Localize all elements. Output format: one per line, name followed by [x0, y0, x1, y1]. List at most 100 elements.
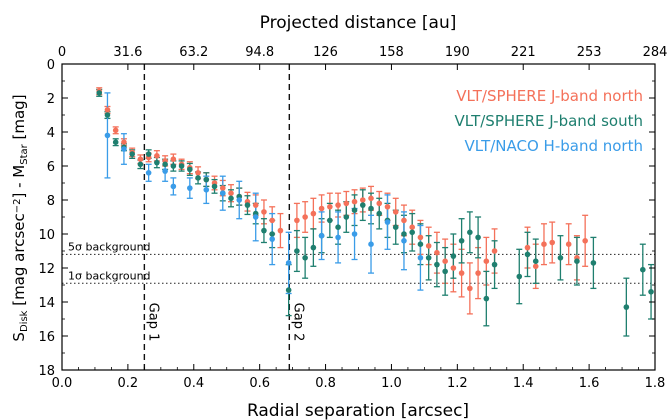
data-point	[409, 229, 415, 236]
x-tick-label: 0.4	[183, 376, 204, 391]
top-tick-label: 31.6	[113, 45, 142, 60]
data-point	[187, 185, 193, 191]
data-point	[96, 90, 103, 96]
x-tick-label: 0.8	[315, 376, 336, 391]
data-point	[112, 139, 119, 145]
x-tick-label: 1.4	[513, 376, 534, 391]
data-point	[623, 304, 630, 310]
data-point	[335, 234, 341, 241]
top-tick-label: 221	[511, 45, 536, 60]
data-point	[392, 224, 399, 230]
data-point	[442, 268, 448, 275]
top-tick-label: 126	[313, 45, 338, 60]
gap-label: Gap 1	[145, 303, 160, 342]
data-point	[285, 287, 292, 293]
data-point	[491, 261, 498, 268]
data-point	[640, 266, 646, 273]
axis-labels: 0.0 0.2 0.4 0.6 0.8 1.0 1.2 1.4 1.6 1.8 0 31.6 63.2 9…	[38, 45, 667, 391]
data-point	[574, 258, 580, 265]
data-point	[285, 260, 292, 266]
data-point	[310, 244, 317, 251]
data-point	[417, 234, 424, 241]
data-point	[376, 200, 383, 207]
y-tick-label: 0	[47, 58, 55, 73]
data-point	[145, 170, 152, 176]
legend: VLT/SPHERE J-band north VLT/SPHERE J-band…	[455, 87, 643, 155]
data-point	[269, 217, 275, 224]
data-point	[475, 270, 481, 276]
data-point	[450, 253, 457, 259]
data-point	[458, 270, 465, 276]
y-tick-label: 6	[47, 160, 55, 175]
top-tick-label: 253	[577, 45, 602, 60]
x-tick-label: 1.8	[645, 376, 666, 391]
data-point	[368, 195, 374, 202]
data-point	[154, 159, 160, 166]
data-point	[203, 187, 210, 193]
data-point	[302, 214, 308, 220]
data-point	[104, 132, 111, 139]
data-point	[557, 254, 564, 261]
data-point	[170, 183, 177, 190]
y-tick-label: 18	[38, 364, 55, 379]
data-point	[384, 204, 391, 210]
y-tick-label: 4	[47, 126, 55, 141]
data-point	[483, 295, 490, 302]
top-tick-label: 284	[643, 45, 668, 60]
data-point	[252, 202, 259, 208]
data-point	[516, 273, 523, 280]
data-point	[129, 151, 135, 157]
data-point	[458, 238, 465, 244]
data-point	[524, 251, 531, 258]
data-point	[137, 161, 144, 168]
x-tick-label: 0.0	[52, 376, 73, 391]
y-tick-label: 14	[38, 296, 55, 311]
data-point	[491, 248, 498, 254]
data-point	[590, 260, 597, 266]
data-point	[228, 190, 234, 196]
data-point	[294, 248, 300, 254]
data-point	[310, 210, 317, 217]
data-point	[483, 258, 490, 265]
data-point	[335, 202, 341, 208]
data-point	[269, 231, 275, 237]
data-point	[112, 127, 119, 134]
data-point	[417, 254, 424, 261]
data-point	[195, 170, 201, 176]
data-point	[211, 183, 218, 190]
data-point	[261, 209, 267, 215]
data-point	[318, 232, 325, 239]
data-point	[351, 207, 358, 213]
top-tick-label: 94.8	[245, 45, 274, 60]
background-label: 5σ background	[68, 240, 151, 253]
reference-lines: 5σ background 1σ background Gap 1 Gap 2	[62, 64, 655, 370]
data-point	[302, 254, 308, 261]
data-point	[170, 156, 177, 162]
data-point	[401, 231, 407, 237]
data-point	[351, 198, 358, 205]
data-point	[359, 202, 366, 208]
data-point	[376, 210, 383, 217]
data-point	[162, 161, 168, 168]
data-point	[368, 205, 374, 212]
data-point	[359, 197, 366, 203]
data-point	[524, 244, 531, 251]
data-point	[425, 243, 432, 249]
data-point	[425, 254, 432, 261]
data-point	[294, 217, 300, 224]
top-tick-label: 0	[58, 45, 66, 60]
y-axis-title: SDisk [mag arcsec−2] - MStar [mag]	[10, 94, 30, 341]
data-point	[401, 238, 407, 244]
background-label: 1σ background	[68, 269, 151, 282]
x-axis-title: Radial separation [arcsec]	[247, 401, 469, 420]
x-tick-label: 1.0	[381, 376, 402, 391]
data-point	[343, 214, 350, 220]
y-tick-label: 10	[38, 228, 55, 243]
data-point	[327, 204, 333, 210]
x-tick-label: 1.2	[447, 376, 468, 391]
data-point	[450, 265, 457, 271]
top-tick-label: 63.2	[179, 45, 208, 60]
data-points	[96, 88, 654, 310]
data-point	[121, 146, 127, 152]
